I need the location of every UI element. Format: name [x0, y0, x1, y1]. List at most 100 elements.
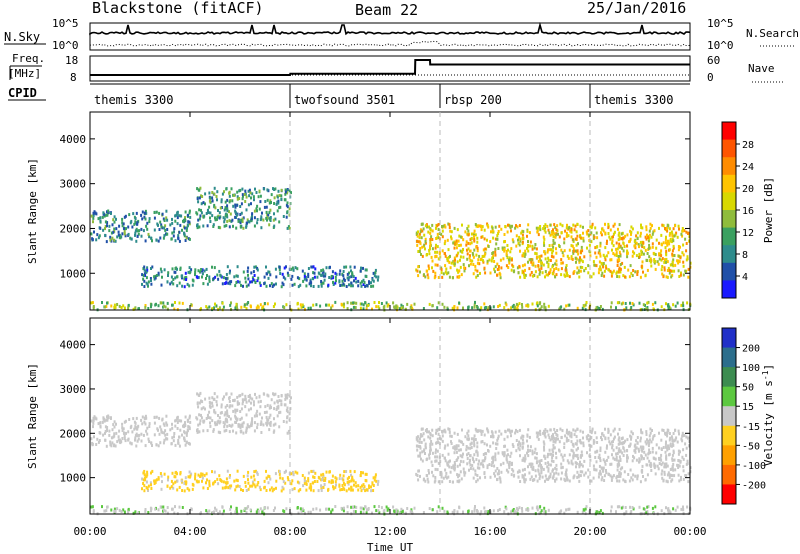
power-echo-cell	[463, 269, 466, 273]
velocity-echo-cell	[421, 427, 424, 431]
velocity-echo-cell	[546, 429, 549, 433]
power-echo-cell	[400, 303, 403, 307]
power-echo-cell	[268, 270, 271, 274]
power-echo-cell	[246, 218, 249, 222]
power-echo-cell	[563, 249, 566, 253]
power-echo-cell	[263, 302, 266, 305]
power-echo-cell	[273, 202, 276, 205]
velocity-echo-cell	[428, 456, 431, 460]
power-echo-cell	[527, 245, 530, 249]
velocity-echo-cell	[200, 413, 202, 417]
power-echo-cell	[494, 237, 497, 241]
power-echo-cell	[586, 246, 588, 250]
power-echo-cell	[572, 271, 575, 275]
velocity-echo-cell	[485, 510, 487, 514]
velocity-echo-cell	[343, 483, 346, 487]
power-echo-cell	[548, 244, 551, 248]
velocity-echo-cell	[648, 448, 651, 452]
velocity-echo-cell	[286, 396, 289, 400]
velocity-echo-cell	[671, 439, 674, 442]
velocity-echo-cell	[234, 416, 237, 419]
velocity-echo-cell	[466, 462, 469, 466]
velocity-echo-cell	[540, 464, 543, 467]
velocity-echo-cell	[510, 434, 512, 438]
power-echo-cell	[99, 216, 102, 220]
velocity-echo-cell	[554, 466, 557, 470]
velocity-echo-cell	[668, 473, 671, 477]
power-echo-cell	[615, 247, 618, 251]
power-echo-cell	[266, 188, 269, 192]
power-echo-cell	[476, 261, 479, 265]
power-echo-cell	[134, 220, 137, 224]
velocity-echo-cell	[544, 479, 546, 483]
velocity-echo-cell	[609, 462, 612, 466]
power-echo-cell	[236, 195, 239, 199]
power-echo-cell	[515, 234, 518, 238]
power-echo-cell	[557, 232, 559, 236]
power-echo-cell	[485, 306, 487, 309]
power-echo-cell	[526, 246, 528, 250]
power-echo-cell	[648, 233, 651, 237]
velocity-echo-cell	[524, 454, 527, 458]
power-echo-cell	[245, 224, 248, 228]
velocity-echo-cell	[345, 470, 348, 473]
velocity-echo-cell	[438, 442, 441, 446]
velocity-echo-cell	[265, 489, 268, 492]
power-echo-cell	[536, 304, 539, 308]
velocity-echo-cell	[466, 437, 469, 441]
power-echo-cell	[201, 275, 203, 279]
velocity-echo-cell	[555, 456, 558, 460]
velocity-echo-cell	[258, 394, 261, 398]
velocity-echo-cell	[236, 469, 239, 473]
power-echo-cell	[489, 306, 492, 310]
velocity-echo-cell	[170, 485, 173, 489]
velocity-echo-cell	[435, 459, 438, 463]
velocity-echo-cell	[108, 433, 111, 437]
velocity-echo-cell	[468, 460, 471, 464]
power-echo-cell	[671, 260, 674, 264]
power-echo-cell	[467, 224, 470, 228]
velocity-echo-cell	[288, 394, 291, 398]
velocity-echo-cell	[352, 509, 355, 513]
velocity-echo-cell	[453, 451, 456, 455]
velocity-colorbar-tick-label: 50	[742, 383, 754, 394]
power-echo-cell	[478, 262, 481, 266]
power-echo-cell	[431, 247, 434, 251]
power-echo-cell	[103, 305, 106, 309]
velocity-echo-cell	[272, 392, 274, 396]
velocity-echo-cell	[350, 488, 353, 492]
freq-label-2: [MHz]	[8, 67, 41, 80]
velocity-echo-cell	[312, 475, 315, 479]
velocity-echo-cell	[434, 451, 437, 455]
velocity-echo-cell	[462, 442, 465, 446]
power-echo-cell	[346, 276, 349, 280]
velocity-echo-cell	[234, 420, 237, 424]
power-echo-cell	[346, 272, 349, 276]
power-echo-cell	[174, 214, 177, 218]
power-echo-cell	[647, 300, 650, 304]
velocity-echo-cell	[583, 459, 586, 463]
velocity-echo-cell	[587, 433, 590, 437]
power-echo-cell	[153, 211, 156, 214]
power-echo-cell	[221, 282, 224, 286]
velocity-echo-cell	[159, 441, 162, 445]
velocity-echo-cell	[437, 461, 440, 465]
velocity-echo-cell	[444, 468, 447, 472]
power-echo-cell	[140, 234, 143, 238]
power-echo-cell	[104, 225, 107, 228]
velocity-echo-cell	[563, 446, 566, 449]
power-echo-cell	[481, 255, 484, 258]
velocity-echo-cell	[617, 459, 620, 463]
velocity-echo-cell	[228, 415, 230, 419]
power-echo-cell	[441, 235, 444, 239]
velocity-echo-cell	[512, 445, 515, 448]
velocity-echo-cell	[573, 474, 576, 478]
velocity-echo-cell	[669, 468, 672, 471]
velocity-echo-cell	[612, 456, 615, 460]
power-echo-cell	[571, 244, 574, 248]
power-echo-cell	[170, 280, 173, 284]
power-echo-cell	[475, 253, 478, 257]
velocity-echo-cell	[330, 510, 333, 514]
velocity-colorbar-tick-label: -100	[742, 461, 766, 472]
velocity-echo-cell	[603, 460, 606, 464]
